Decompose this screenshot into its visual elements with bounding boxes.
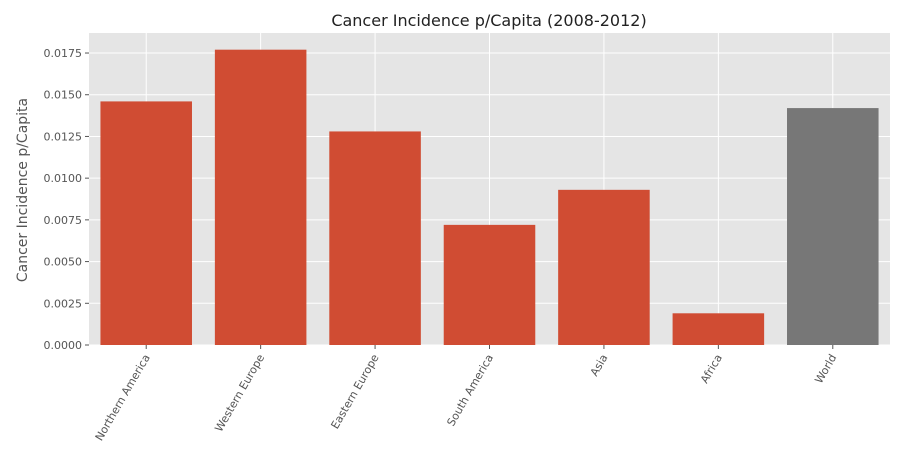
bar-northern-america (100, 101, 192, 345)
bar-eastern-europe (329, 131, 421, 345)
y-tick-label: 0.0100 (44, 172, 83, 185)
bar-south-america (443, 224, 536, 345)
x-tick-label: Northern America (93, 352, 153, 443)
bar-africa (672, 313, 765, 345)
x-axis-ticks: Northern America Western Europe Eastern Eu… (93, 345, 839, 443)
y-tick-label: 0.0000 (44, 339, 83, 352)
x-tick-label: Asia (588, 352, 611, 378)
bar-world (787, 108, 879, 345)
y-tick-label: 0.0025 (44, 297, 83, 310)
y-tick-label: 0.0075 (44, 214, 83, 227)
x-tick-label: Western Europe (212, 352, 267, 434)
y-tick-label: 0.0150 (44, 89, 83, 102)
x-tick-label: South America (444, 352, 496, 429)
y-axis-ticks: 0.0000 0.0025 0.0050 0.0075 0.0100 0.0125 0.01… (44, 47, 89, 352)
x-tick-label: Africa (698, 352, 725, 386)
y-tick-label: 0.0125 (44, 130, 83, 143)
bar-asia (558, 189, 650, 345)
y-tick-label: 0.0050 (44, 256, 83, 269)
x-tick-label: World (812, 352, 839, 386)
x-tick-label: Eastern Europe (328, 352, 381, 431)
chart-title: Cancer Incidence p/Capita (2008-2012) (331, 11, 646, 30)
y-axis-label: Cancer Incidence p/Capita (15, 98, 31, 282)
y-tick-label: 0.0175 (44, 47, 83, 60)
bars (100, 49, 879, 346)
bar-western-europe (214, 49, 307, 346)
